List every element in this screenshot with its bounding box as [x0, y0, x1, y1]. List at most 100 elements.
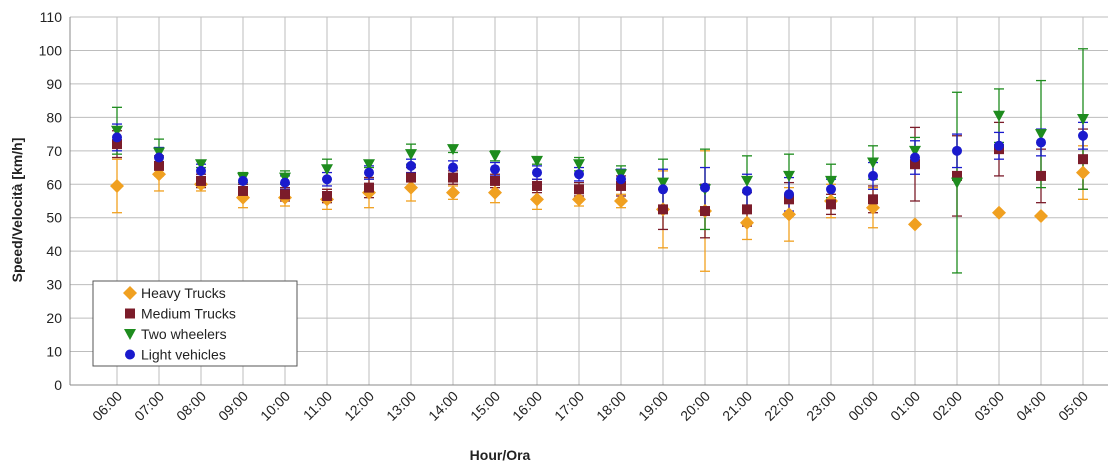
marker [448, 172, 458, 183]
y-tick-label: 30 [46, 277, 62, 293]
marker [364, 167, 374, 178]
marker [782, 207, 796, 222]
marker [868, 170, 878, 181]
marker [1036, 137, 1046, 148]
marker [742, 204, 752, 215]
x-tick-label: 07:00 [131, 388, 167, 424]
marker [124, 329, 136, 340]
marker [238, 175, 248, 186]
marker [783, 170, 795, 182]
marker [406, 160, 416, 171]
x-tick-label: 21:00 [719, 388, 755, 424]
marker [112, 139, 122, 150]
marker [826, 184, 836, 195]
marker [951, 177, 963, 189]
marker [406, 172, 416, 183]
marker [1076, 165, 1090, 180]
x-tick-label: 03:00 [971, 388, 1007, 424]
marker [910, 159, 920, 170]
marker [658, 184, 668, 195]
y-tick-label: 110 [40, 9, 63, 25]
marker [112, 132, 122, 143]
x-tick-label: 20:00 [677, 388, 713, 424]
x-tick-label: 11:00 [300, 388, 336, 424]
marker [952, 170, 962, 181]
y-tick-label: 20 [46, 310, 62, 326]
marker [532, 167, 542, 178]
x-tick-label: 16:00 [509, 388, 545, 424]
marker [532, 180, 542, 191]
marker [448, 162, 458, 173]
x-tick-label: 23:00 [803, 388, 839, 424]
marker [405, 149, 417, 161]
marker [1036, 170, 1046, 181]
marker [868, 194, 878, 205]
marker [784, 194, 794, 205]
marker [1035, 129, 1047, 141]
marker [616, 180, 626, 191]
y-tick-label: 10 [46, 344, 62, 360]
legend-label: Medium Trucks [141, 306, 236, 322]
marker [531, 155, 543, 167]
x-tick-label: 15:00 [467, 388, 503, 424]
x-tick-label: 17:00 [551, 388, 587, 424]
marker [993, 110, 1005, 122]
marker [321, 164, 333, 176]
marker [909, 145, 921, 157]
legend-label: Heavy Trucks [141, 285, 226, 301]
marker [700, 182, 710, 193]
x-tick-label: 14:00 [425, 388, 461, 424]
y-tick-label: 70 [46, 143, 62, 159]
marker [123, 286, 137, 300]
y-tick-label: 60 [46, 176, 62, 192]
marker [280, 177, 290, 188]
marker [1034, 209, 1048, 224]
marker [700, 206, 710, 217]
marker [363, 159, 375, 171]
marker [154, 160, 164, 171]
marker [111, 125, 123, 137]
x-tick-label: 08:00 [173, 388, 209, 424]
x-tick-label: 05:00 [1055, 388, 1091, 424]
marker [446, 185, 460, 200]
x-axis-label: Hour/Ora [470, 447, 531, 463]
marker [322, 174, 332, 185]
y-tick-label: 90 [46, 76, 62, 92]
x-tick-label: 06:00 [89, 388, 125, 424]
marker [952, 145, 962, 156]
marker [740, 215, 754, 230]
marker [657, 177, 669, 189]
marker [196, 175, 206, 186]
marker [908, 217, 922, 232]
x-tick-label: 09:00 [215, 388, 251, 424]
marker [238, 185, 248, 196]
x-tick-label: 04:00 [1013, 388, 1049, 424]
marker [280, 189, 290, 200]
marker [742, 185, 752, 196]
marker [658, 204, 668, 215]
marker [489, 150, 501, 162]
x-tick-label: 18:00 [593, 388, 629, 424]
marker [994, 140, 1004, 151]
x-tick-label: 10:00 [257, 388, 293, 424]
marker [614, 194, 628, 208]
marker [530, 192, 544, 207]
marker [490, 164, 500, 175]
marker [573, 159, 585, 171]
marker [1078, 154, 1088, 165]
marker [572, 192, 586, 207]
marker [784, 189, 794, 200]
marker [125, 308, 135, 319]
x-tick-label: 00:00 [845, 388, 881, 424]
marker [741, 175, 753, 187]
marker [196, 165, 206, 176]
marker [616, 174, 626, 185]
y-tick-label: 80 [46, 109, 62, 125]
y-tick-label: 100 [39, 42, 63, 58]
marker [154, 152, 164, 163]
marker [125, 349, 135, 360]
marker [825, 175, 837, 187]
y-axis-label: Speed/Velocità [km/h] [9, 138, 25, 283]
marker [574, 169, 584, 180]
